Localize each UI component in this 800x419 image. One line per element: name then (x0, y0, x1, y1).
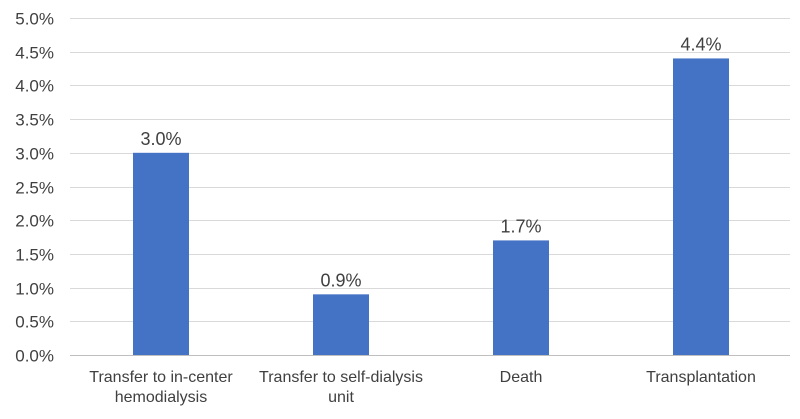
data-label: 4.4% (680, 34, 721, 54)
bar (313, 294, 369, 355)
y-tick-label: 1.5% (15, 246, 54, 265)
x-tick-label: Transfer to in-center (89, 369, 233, 386)
y-tick-label: 4.5% (15, 44, 54, 63)
data-label: 3.0% (140, 129, 181, 149)
y-tick-label: 3.0% (15, 145, 54, 164)
y-tick-label: 0.5% (15, 313, 54, 332)
y-tick-label: 3.5% (15, 111, 54, 130)
x-tick-label: Transplantation (646, 369, 756, 386)
bars (133, 58, 729, 355)
data-label: 0.9% (320, 270, 361, 290)
data-label: 1.7% (500, 216, 541, 236)
bar (133, 152, 189, 355)
y-tick-label: 0.0% (15, 347, 54, 366)
y-tick-label: 5.0% (15, 10, 54, 29)
x-tick-label: unit (328, 389, 354, 406)
y-tick-label: 2.5% (15, 179, 54, 198)
y-tick-label: 1.0% (15, 280, 54, 299)
bar (493, 240, 549, 355)
bar (673, 58, 729, 355)
x-tick-label: hemodialysis (115, 389, 207, 406)
gridlines (70, 18, 790, 356)
x-axis-tick-labels: Transfer to in-center hemodialysis Transfe… (89, 369, 756, 406)
y-axis-tick-labels: 0.0% 0.5% 1.0% 1.5% 2.0% 2.5% 3.0% 3.5% 4.0% 4.5%… (15, 10, 54, 366)
x-tick-label: Transfer to self-dialysis (259, 369, 423, 386)
y-tick-label: 4.0% (15, 77, 54, 96)
x-tick-label: Death (500, 369, 543, 386)
y-tick-label: 2.0% (15, 212, 54, 231)
data-labels: 3.0% 0.9% 1.7% 4.4% (140, 34, 721, 290)
